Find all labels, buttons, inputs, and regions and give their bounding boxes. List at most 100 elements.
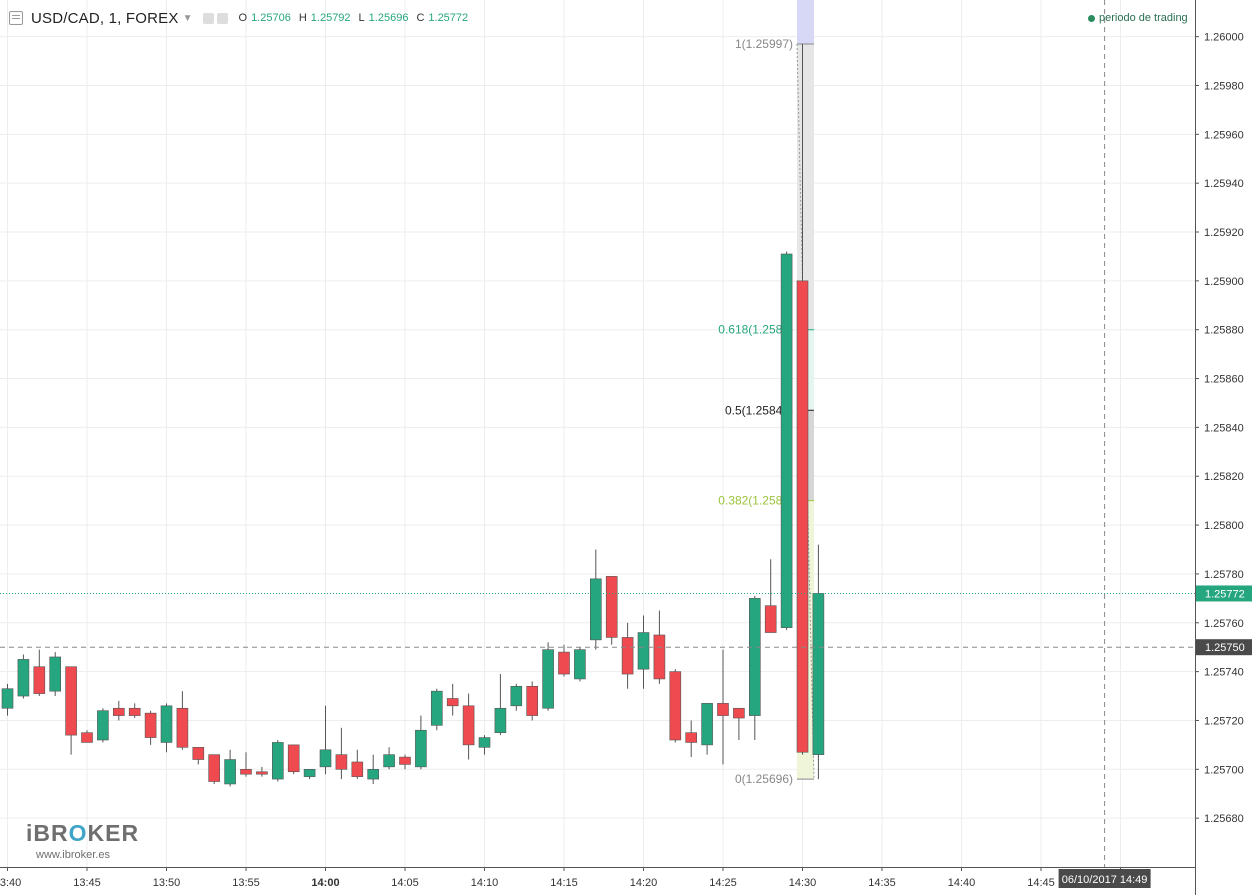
session-legend[interactable]: periodo de trading	[1088, 12, 1188, 24]
candle-up[interactable]	[383, 754, 395, 768]
time-tick-label: 14:10	[471, 877, 499, 889]
time-tick-label: 14:20	[630, 877, 658, 889]
candle-down[interactable]	[621, 637, 634, 675]
candle-down[interactable]	[81, 732, 93, 743]
crosshair-price-badge	[1196, 639, 1252, 656]
price-tick-label: 1.25940	[1204, 178, 1244, 190]
time-tick-label: 13:55	[232, 877, 260, 889]
price-tick-label: 1.25820	[1204, 471, 1244, 483]
candle-up[interactable]	[574, 649, 586, 680]
candle-down[interactable]	[399, 756, 411, 765]
candle-down[interactable]	[764, 605, 777, 633]
price-tick-label: 1.25840	[1204, 422, 1244, 434]
candle-up[interactable]	[780, 253, 793, 628]
candle-down[interactable]	[176, 707, 189, 748]
time-tick-label: 14:00	[311, 877, 339, 889]
candle-down[interactable]	[65, 666, 77, 736]
brand-site: www.ibroker.es	[36, 849, 110, 861]
candle-up[interactable]	[319, 749, 332, 768]
candle-down[interactable]	[351, 761, 364, 777]
candle-up[interactable]	[160, 705, 173, 743]
candle-up[interactable]	[510, 685, 523, 707]
candle-down[interactable]	[113, 707, 125, 716]
candle-down[interactable]	[526, 685, 539, 716]
chevron-down-icon[interactable]: ▼	[182, 12, 193, 24]
crosshair-price-label: 1.25750	[1205, 642, 1245, 654]
symbol-title[interactable]: USD/CAD, 1, FOREX	[31, 9, 179, 27]
price-tick-label: 1.25980	[1204, 80, 1244, 92]
candle-down[interactable]	[462, 705, 475, 746]
candle-up[interactable]	[430, 690, 443, 726]
candle-up[interactable]	[1, 688, 14, 709]
candle-down[interactable]	[446, 698, 459, 707]
time-tick-label: 14:40	[948, 877, 976, 889]
time-tick-label: 13:40	[0, 877, 21, 889]
candle-up[interactable]	[589, 578, 602, 641]
candle-up[interactable]	[478, 737, 491, 748]
brand-name: iBROKER	[26, 820, 139, 847]
crosshair-time-badge	[1058, 869, 1151, 888]
time-axis[interactable]	[0, 867, 1195, 895]
crosshair-time-label: 06/10/2017 14:49	[1062, 874, 1148, 886]
fib-level-label: 0.382(1.2581)	[718, 494, 793, 508]
price-tick-label: 1.25760	[1204, 618, 1244, 630]
fib-trend-line	[796, 43, 815, 780]
time-tick-label: 14:05	[391, 877, 419, 889]
candle-up[interactable]	[17, 659, 30, 697]
candle-down[interactable]	[796, 280, 809, 753]
candle-up[interactable]	[494, 707, 507, 733]
candle-down[interactable]	[653, 634, 666, 680]
candle-down[interactable]	[558, 651, 570, 675]
session-label: periodo de trading	[1099, 12, 1188, 24]
candle-up[interactable]	[97, 710, 109, 741]
brand-suffix: KER	[87, 820, 140, 846]
price-tick-label: 1.25960	[1204, 129, 1244, 141]
price-tick-label: 1.25920	[1204, 227, 1244, 239]
broker-logo: iBROKER www.ibroker.es	[26, 820, 139, 861]
candle-down[interactable]	[144, 712, 157, 738]
price-tick-label: 1.25880	[1204, 325, 1244, 337]
brand-prefix: iBR	[26, 820, 69, 846]
candle-down[interactable]	[669, 671, 682, 741]
visibility-icon[interactable]	[202, 12, 214, 24]
candle-up[interactable]	[303, 769, 316, 777]
candle-down[interactable]	[685, 732, 698, 743]
candle-down[interactable]	[192, 747, 205, 760]
candle-up[interactable]	[271, 742, 284, 780]
candle-down[interactable]	[605, 576, 618, 638]
time-tick-label: 14:35	[868, 877, 896, 889]
collapse-legend-icon[interactable]	[9, 11, 23, 25]
candle-down[interactable]	[733, 707, 745, 719]
price-tick-label: 1.25900	[1204, 276, 1244, 288]
candle-down[interactable]	[240, 769, 252, 775]
candle-down[interactable]	[128, 707, 141, 716]
candle-down[interactable]	[335, 754, 348, 770]
price-tick-label: 1.26000	[1204, 32, 1244, 44]
time-tick-label: 13:45	[73, 877, 101, 889]
candle-up[interactable]	[637, 632, 650, 670]
candle-up[interactable]	[367, 769, 380, 780]
settings-icon[interactable]	[216, 12, 228, 24]
candle-down[interactable]	[717, 703, 729, 716]
candle-down[interactable]	[208, 754, 220, 782]
fib-zone-extension	[797, 0, 814, 44]
price-tick-label: 1.25700	[1204, 764, 1244, 776]
last-price-label: 1.25772	[1205, 588, 1245, 600]
price-tick-label: 1.25800	[1204, 520, 1244, 532]
price-axis[interactable]	[1195, 0, 1252, 895]
candle-down[interactable]	[287, 744, 300, 773]
candle-down[interactable]	[33, 666, 46, 694]
candle-up[interactable]	[415, 729, 427, 768]
candle-up[interactable]	[542, 649, 554, 709]
candle-up[interactable]	[224, 759, 236, 785]
candle-up[interactable]	[812, 593, 825, 755]
candle-down[interactable]	[256, 771, 268, 775]
candle-up[interactable]	[49, 656, 62, 692]
candle-up[interactable]	[748, 598, 761, 716]
session-dot-icon	[1088, 14, 1095, 22]
time-tick-label: 14:30	[789, 877, 817, 889]
price-tick-label: 1.25740	[1204, 667, 1244, 679]
fib-level-label: 0.618(1.2588)	[718, 323, 793, 337]
candle-up[interactable]	[701, 703, 713, 746]
